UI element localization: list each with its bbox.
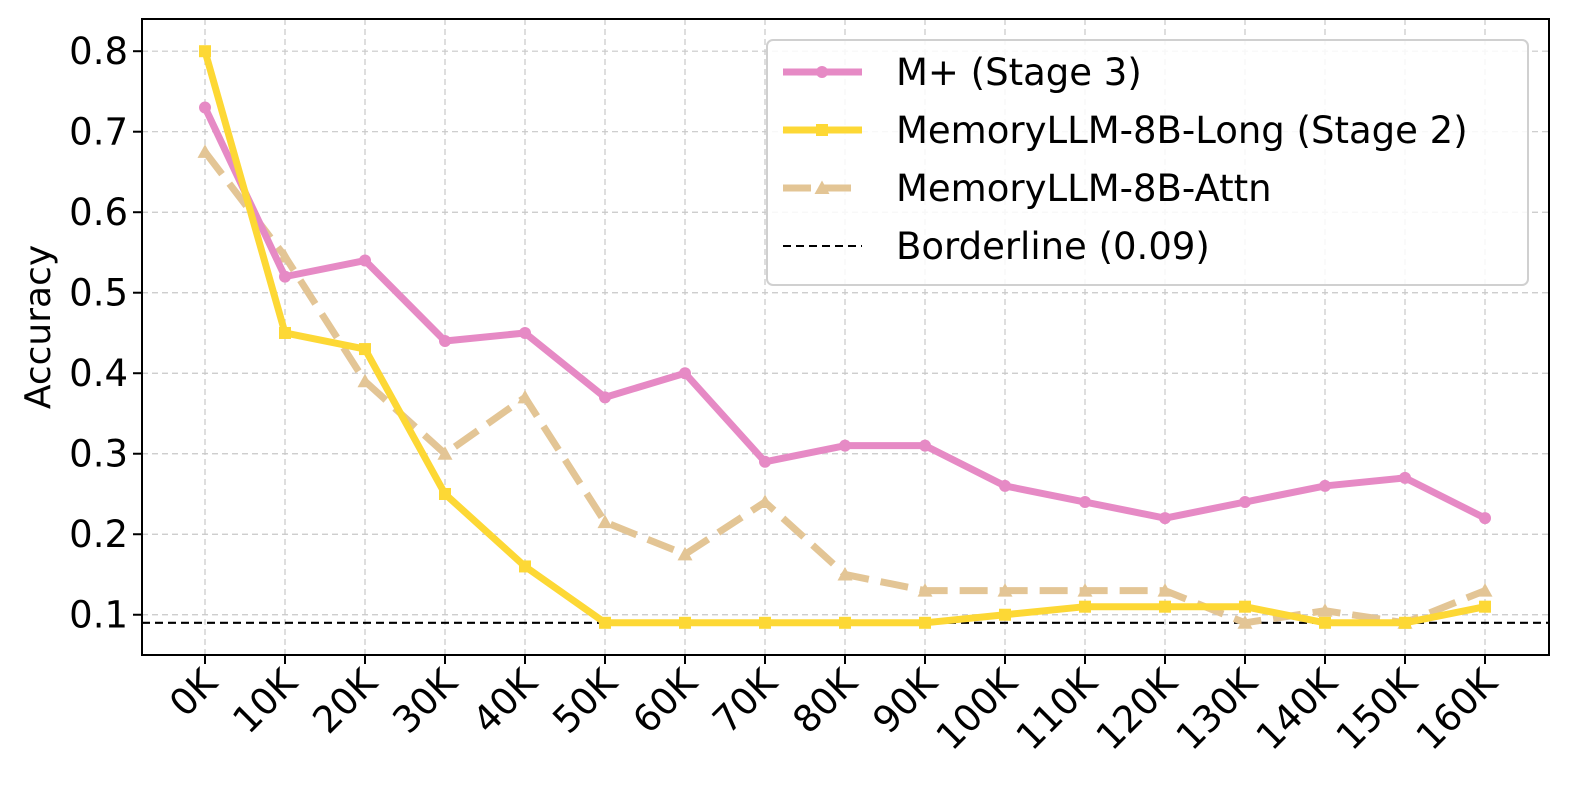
data-point xyxy=(839,439,851,452)
legend-entry: MemoryLLM-8B-Attn xyxy=(783,167,1272,210)
y-tick-label: 0.1 xyxy=(69,594,128,637)
legend-label: MemoryLLM-8B-Attn xyxy=(896,167,1272,210)
legend-label: M+ (Stage 3) xyxy=(896,51,1142,94)
data-point xyxy=(359,343,371,356)
data-point xyxy=(1159,600,1171,613)
x-tick-label: 80K xyxy=(784,660,866,742)
data-point xyxy=(999,479,1011,492)
data-point xyxy=(1319,479,1331,492)
y-tick-label: 0.4 xyxy=(69,352,128,395)
x-tick-label: 50K xyxy=(544,660,626,742)
data-point xyxy=(679,616,691,629)
y-tick-label: 0.3 xyxy=(69,433,128,476)
data-point xyxy=(1399,616,1411,629)
x-axis: 0K 10K 20K 30K 40K 50K 60K 70K 80K 90K100K110K120… xyxy=(161,655,1507,759)
series-circle-line xyxy=(199,101,1491,525)
data-point xyxy=(599,391,611,404)
data-point xyxy=(997,583,1013,597)
data-point xyxy=(279,326,291,339)
data-point xyxy=(199,101,211,114)
legend-marker-swatch xyxy=(814,180,830,194)
data-point xyxy=(837,566,853,581)
legend-marker-swatch xyxy=(816,66,828,78)
data-point xyxy=(439,487,451,500)
data-point xyxy=(517,389,533,404)
x-tick-label: 70K xyxy=(704,660,786,742)
data-point xyxy=(439,335,451,348)
y-tick-label: 0.6 xyxy=(69,191,128,234)
data-point xyxy=(199,45,211,58)
data-point xyxy=(1479,512,1491,525)
data-point xyxy=(1239,496,1251,509)
data-point xyxy=(437,446,453,460)
data-point xyxy=(197,144,213,158)
data-point xyxy=(1237,615,1253,629)
data-point xyxy=(919,439,931,452)
series-group xyxy=(197,45,1493,629)
data-point xyxy=(597,514,613,529)
data-point xyxy=(917,583,933,597)
legend-entry: M+ (Stage 3) xyxy=(783,51,1142,94)
y-axis: 0.1 0.2 0.3 0.4 0.5 0.6 0.7 0.8 xyxy=(69,30,142,637)
x-tick-label: 60K xyxy=(624,660,706,742)
x-tick-label: 10K xyxy=(224,660,306,742)
data-point xyxy=(1479,600,1491,613)
data-point xyxy=(919,616,931,629)
data-point xyxy=(359,254,371,267)
data-point xyxy=(757,494,773,509)
data-point xyxy=(1319,616,1331,629)
data-point xyxy=(1239,600,1251,613)
y-tick-label: 0.2 xyxy=(69,513,128,556)
x-tick-label: 20K xyxy=(304,660,386,742)
data-point xyxy=(1159,512,1171,525)
x-tick-label: 0K xyxy=(161,660,226,725)
legend-label: Borderline (0.09) xyxy=(896,225,1210,268)
y-axis-label: Accuracy xyxy=(18,245,59,409)
x-tick-label: 110K xyxy=(1008,660,1107,759)
series-square-line xyxy=(199,45,1491,629)
x-tick-label: 150K xyxy=(1328,660,1427,759)
data-point xyxy=(519,560,531,573)
legend-label: MemoryLLM-8B-Long (Stage 2) xyxy=(896,109,1468,152)
data-point xyxy=(279,270,291,283)
x-tick-label: 30K xyxy=(384,660,466,742)
x-tick-label: 100K xyxy=(928,660,1027,759)
legend-entry: Borderline (0.09) xyxy=(783,225,1210,268)
legend: M+ (Stage 3) MemoryLLM-8B-Long (Stage 2) M… xyxy=(766,39,1529,286)
data-point xyxy=(759,455,771,468)
x-tick-label: 40K xyxy=(464,660,546,742)
data-point xyxy=(1317,603,1333,617)
x-tick-label: 140K xyxy=(1248,660,1347,759)
y-tick-label: 0.7 xyxy=(69,111,128,154)
data-point xyxy=(1077,583,1093,597)
x-tick-label: 130K xyxy=(1168,660,1267,759)
y-tick-label: 0.8 xyxy=(69,30,128,73)
data-point xyxy=(1079,600,1091,613)
legend-entry: MemoryLLM-8B-Long (Stage 2) xyxy=(783,109,1468,152)
data-point xyxy=(277,248,293,263)
data-point xyxy=(677,546,693,561)
legend-marker-swatch xyxy=(816,124,828,136)
y-tick-label: 0.5 xyxy=(69,272,128,315)
data-point xyxy=(839,616,851,629)
x-tick-label: 120K xyxy=(1088,660,1187,759)
data-point xyxy=(1399,471,1411,484)
data-point xyxy=(1477,583,1493,597)
data-point xyxy=(999,608,1011,621)
data-point xyxy=(679,367,691,380)
x-tick-label: 160K xyxy=(1408,660,1507,759)
data-point xyxy=(357,373,373,388)
data-point xyxy=(1157,583,1173,597)
legend-box xyxy=(766,39,1529,286)
data-point xyxy=(1079,496,1091,509)
data-point xyxy=(759,616,771,629)
data-point xyxy=(519,326,531,339)
data-point xyxy=(599,616,611,629)
